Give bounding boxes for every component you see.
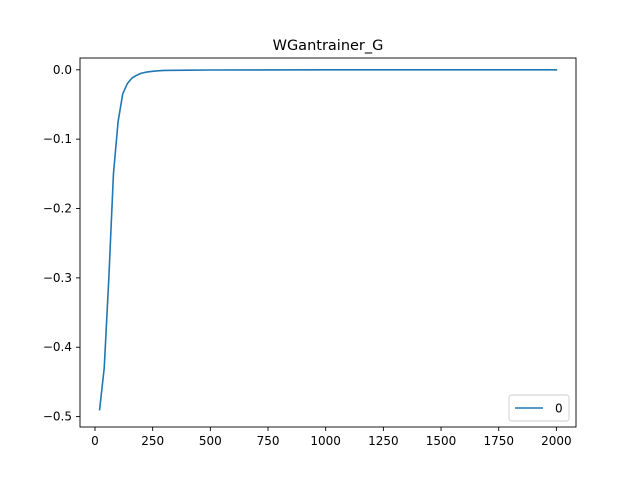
chart-title: WGantrainer_G [273, 38, 384, 54]
y-tick-label: 0.0 [53, 63, 72, 77]
y-tick-label: −0.5 [43, 410, 72, 424]
x-tick-label: 500 [199, 434, 222, 448]
x-tick-label: 2000 [541, 434, 572, 448]
plot-frame [79, 57, 577, 428]
y-tick-label: −0.3 [43, 271, 72, 285]
legend-label: 0 [555, 402, 563, 416]
x-tick-label: 1250 [368, 434, 399, 448]
x-tick-label: 750 [257, 434, 280, 448]
x-tick-label: 250 [141, 434, 164, 448]
x-tick-label: 1000 [310, 434, 341, 448]
series-line-0 [98, 68, 558, 411]
x-tick-label: 0 [91, 434, 99, 448]
y-tick-label: −0.1 [43, 132, 72, 146]
y-tick-label: −0.4 [43, 340, 72, 354]
x-tick-label: 1500 [426, 434, 457, 448]
x-tick-label: 1750 [483, 434, 514, 448]
y-tick-label: −0.2 [43, 202, 72, 216]
